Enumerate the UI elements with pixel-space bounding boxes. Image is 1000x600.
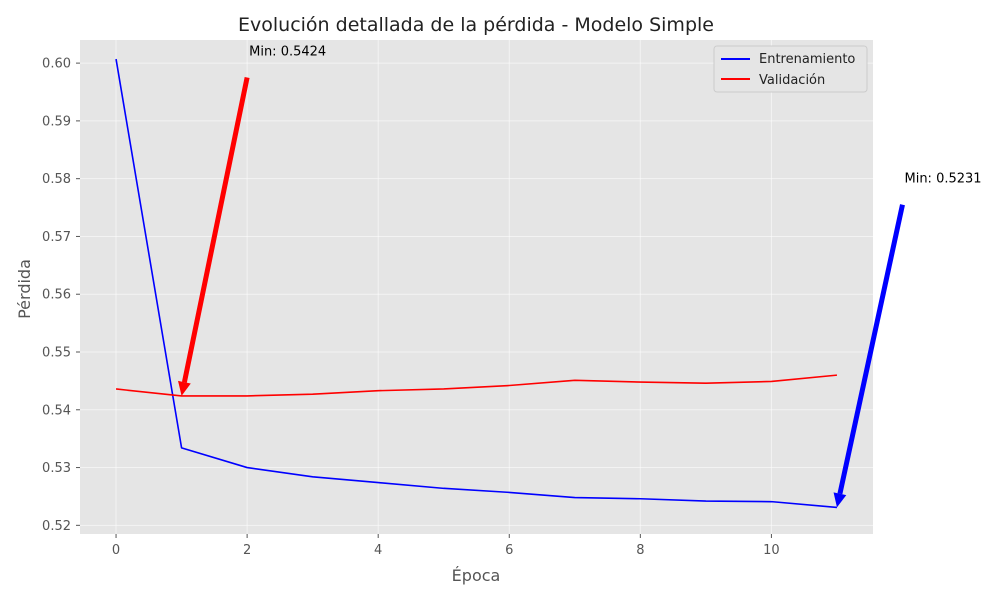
y-axis-label: Pérdida: [15, 259, 34, 319]
y-tick-label: 0.57: [42, 230, 71, 245]
annotations: Min: 0.5424 Min: 0.5231: [178, 45, 982, 508]
x-tick-label: 6: [505, 543, 513, 558]
annotation-arrow-head: [178, 380, 191, 396]
x-tick-label: 0: [112, 543, 120, 558]
legend: Entrenamiento Validación: [713, 45, 868, 93]
x-tick-label: 2: [243, 543, 251, 558]
y-ticks: 0.52 0.53 0.54 0.55 0.56 0.57 0.58 0.59 0.60: [42, 57, 80, 534]
y-tick-label: 0.52: [42, 519, 71, 534]
x-axis-label: Época: [452, 566, 501, 585]
y-tick-label: 0.56: [42, 288, 71, 303]
annotation-label: Min: 0.5424: [249, 45, 326, 60]
annotation-label: Min: 0.5231: [904, 172, 981, 187]
series-layer: [115, 58, 838, 509]
y-tick-label: 0.53: [42, 461, 71, 476]
min-annotation-1: Min: 0.5231: [833, 172, 982, 508]
annotation-arrow-shaft: [837, 204, 905, 495]
y-tick-label: 0.59: [42, 114, 71, 129]
x-tick-label: 8: [636, 543, 644, 558]
y-tick-label: 0.55: [42, 346, 71, 361]
x-tick-label: 4: [374, 543, 382, 558]
x-tick-label: 10: [763, 543, 780, 558]
y-tick-label: 0.54: [42, 403, 71, 418]
legend-label-entrenamiento: Entrenamiento: [759, 52, 855, 67]
series-line-entrenamiento: [115, 58, 838, 509]
chart-title: Evolución detallada de la pérdida - Mode…: [238, 14, 714, 36]
y-tick-label: 0.60: [42, 57, 71, 72]
plot-area: [80, 40, 873, 534]
min-annotation-0: Min: 0.5424: [178, 45, 326, 396]
annotation-arrow-shaft: [181, 77, 250, 383]
legend-label-validacion: Validación: [759, 73, 825, 88]
series-line-validacion: [115, 374, 838, 397]
x-ticks: 0 2 4 6 8 10: [112, 534, 780, 558]
y-tick-label: 0.58: [42, 172, 71, 187]
legend-box: [713, 45, 868, 93]
annotation-arrow-head: [833, 492, 847, 508]
